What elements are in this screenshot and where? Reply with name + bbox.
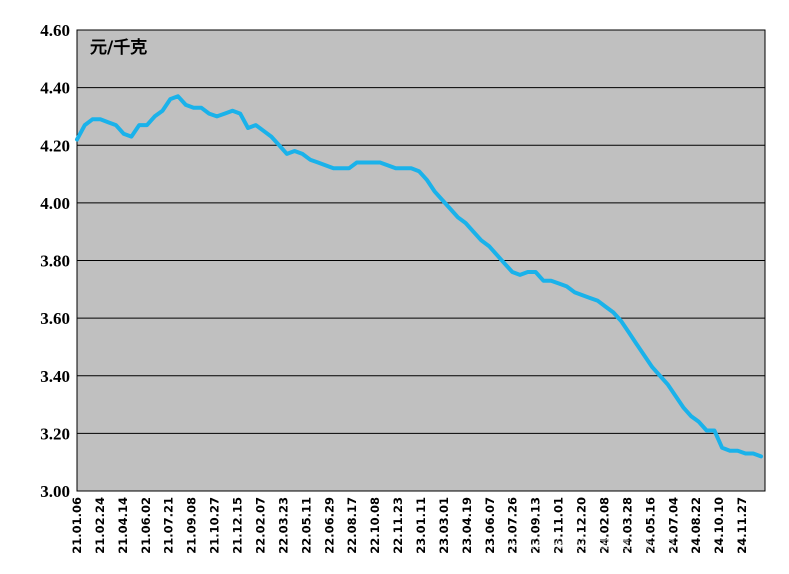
- x-tick-label: 24.03.28: [620, 497, 634, 554]
- x-tick-label: 21.04.14: [116, 497, 130, 554]
- x-tick-label: 23.04.19: [460, 497, 474, 554]
- series-line: [75, 94, 763, 459]
- y-tick-label: 4.20: [40, 136, 70, 155]
- x-tick-label: 22.03.23: [276, 497, 290, 554]
- x-tick-label: 24.05.16: [643, 497, 657, 554]
- y-tick-label: 3.20: [40, 424, 70, 443]
- x-tick-label: 22.10.08: [368, 497, 382, 554]
- x-tick-label: 21.12.15: [231, 497, 245, 554]
- y-tick-label: 3.40: [40, 367, 70, 386]
- x-tick-label: 21.09.08: [185, 497, 199, 554]
- x-tick-label: 24.10.10: [712, 497, 726, 554]
- x-tick-label: 24.11.27: [735, 497, 749, 554]
- y-tick-label: 4.40: [40, 79, 70, 98]
- y-tick-label: 4.00: [40, 194, 70, 213]
- x-tick-label: 24.08.22: [689, 497, 703, 554]
- y-axis: 3.00 3.20 3.40 3.60 3.80 4.00 4.20 4.40 4.60: [40, 21, 70, 501]
- x-tick-label: 22.02.07: [253, 497, 267, 554]
- x-tick-label: 21.10.27: [208, 497, 222, 554]
- unit-label: 元/千克: [90, 37, 147, 58]
- x-tick-label: 23.03.01: [437, 497, 451, 554]
- y-tick-label: 3.00: [40, 482, 70, 501]
- y-tick-label: 4.60: [40, 21, 70, 40]
- x-tick-label: 23.11.01: [552, 497, 566, 554]
- x-tick-label: 23.09.13: [529, 497, 543, 554]
- grid-lines: [77, 87, 765, 434]
- x-tick-label: 22.06.29: [322, 497, 336, 554]
- x-axis: 21.01.06 21.02.24 21.04.14 21.06.02 21.07.21…: [70, 497, 749, 554]
- x-tick-label: 21.06.02: [139, 497, 153, 554]
- y-tick-label: 3.80: [40, 252, 70, 271]
- y-tick-label: 3.60: [40, 309, 70, 328]
- x-tick-label: 23.01.11: [414, 497, 428, 554]
- x-tick-label: 21.07.21: [162, 497, 176, 554]
- x-tick-label: 23.12.20: [575, 497, 589, 554]
- x-tick-label: 22.11.23: [391, 497, 405, 554]
- x-tick-label: 23.06.07: [483, 497, 497, 554]
- x-tick-label: 24.07.04: [666, 497, 680, 554]
- x-tick-label: 21.01.06: [70, 497, 84, 554]
- x-tick-label: 21.02.24: [93, 497, 107, 554]
- watermark-text: 中国畜牧业协会 猪业分会: [505, 534, 675, 552]
- x-tick-label: 22.08.17: [345, 497, 359, 554]
- x-tick-label: 24.02.08: [597, 497, 611, 554]
- x-tick-label: 23.07.26: [506, 497, 520, 554]
- x-tick-label: 22.05.11: [299, 497, 313, 554]
